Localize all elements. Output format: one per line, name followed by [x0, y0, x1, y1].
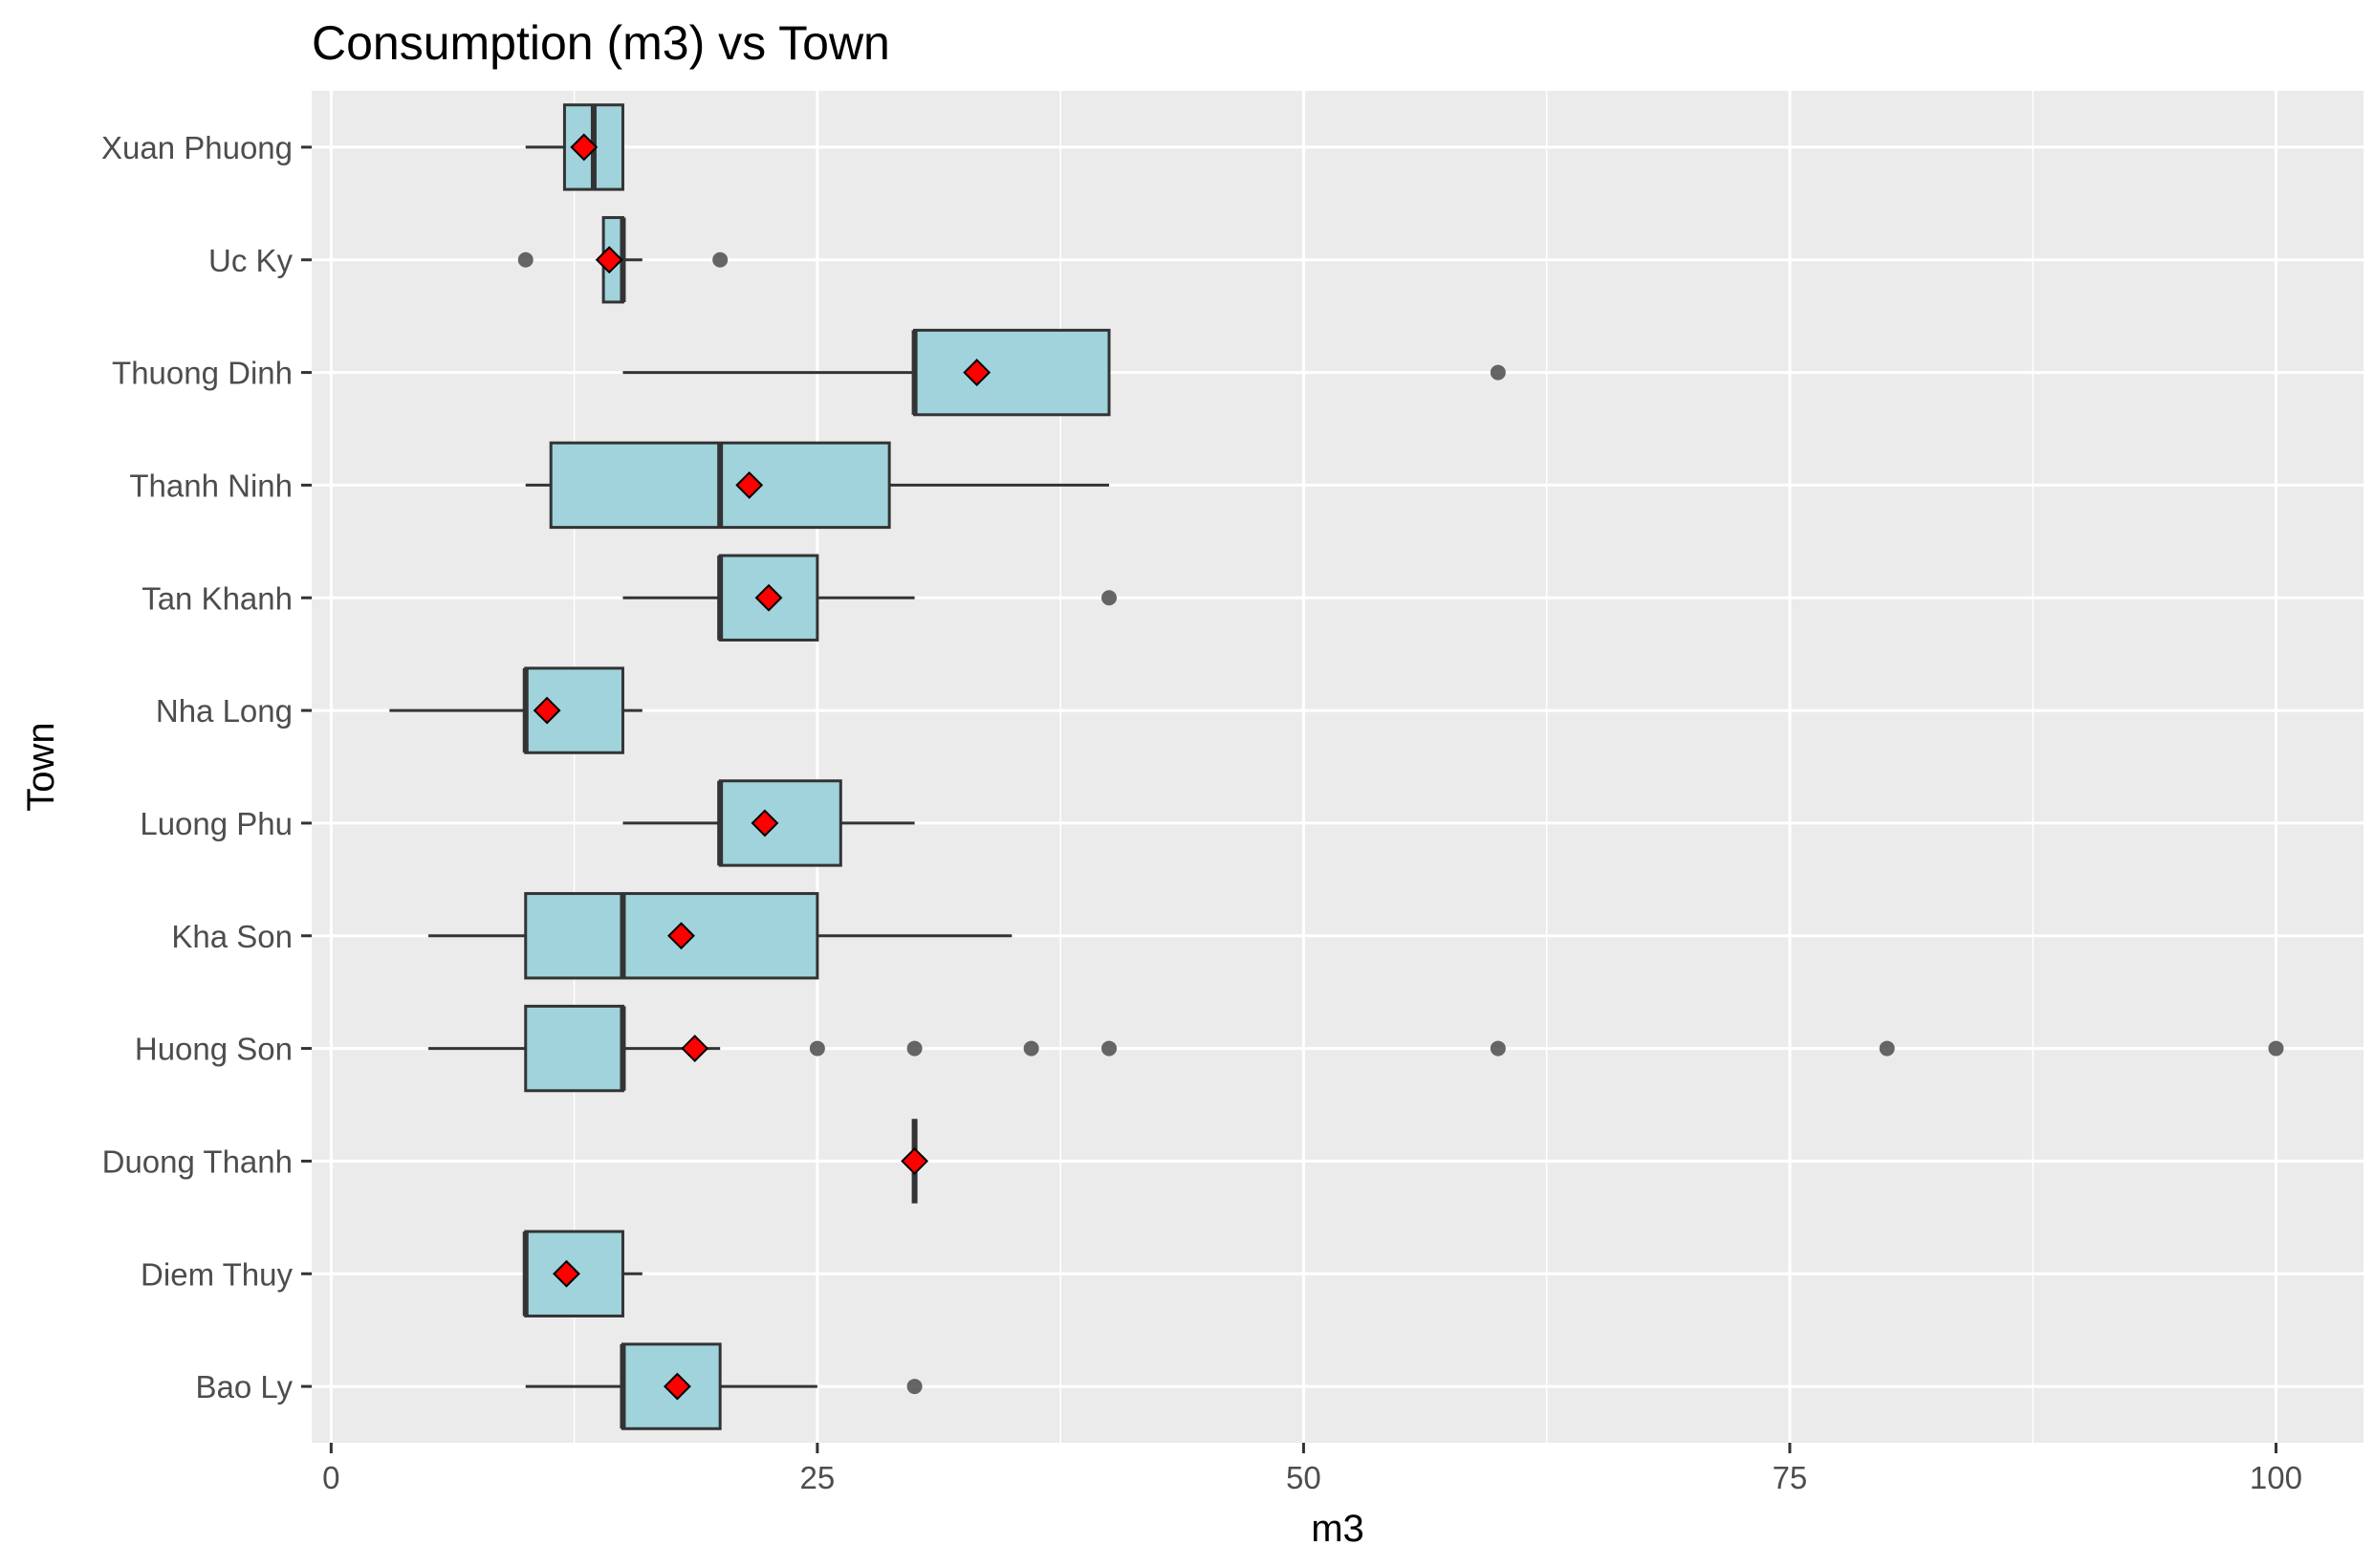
box-group — [389, 666, 643, 754]
box — [718, 554, 819, 642]
x-tick-label: 75 — [1773, 1460, 1808, 1495]
y-tick-label: Xuan Phuong — [101, 130, 293, 165]
x-tick-label: 0 — [322, 1460, 339, 1495]
box — [524, 1004, 624, 1093]
chart-title: Consumption (m3) vs Town — [312, 16, 890, 70]
y-tick-label: Bao Ly — [195, 1369, 293, 1405]
x-tick-label: 50 — [1286, 1460, 1321, 1495]
x-axis: 0 25 50 75 100 — [322, 1443, 2302, 1495]
outlier-point — [1490, 1040, 1506, 1056]
x-tick-label: 100 — [2250, 1460, 2302, 1495]
mean-marker — [533, 696, 561, 725]
y-tick-label: Nha Long — [156, 693, 293, 729]
box-marks — [389, 103, 2284, 1430]
outlier-point — [1023, 1040, 1039, 1056]
y-tick-label: Uc Ky — [208, 243, 294, 278]
box — [718, 779, 842, 867]
mean-marker — [754, 583, 783, 612]
y-tick-label: Diem Thuy — [141, 1256, 293, 1292]
y-axis-title: Town — [20, 722, 62, 811]
y-tick-label: Luong Phu — [140, 806, 293, 841]
outlier-point — [809, 1040, 825, 1056]
y-axis: Xuan Phuong Uc Ky Thuong Dinh Thanh Ninh Tan… — [101, 130, 312, 1405]
plot-panel — [312, 91, 2364, 1443]
box-group — [517, 216, 729, 304]
box-group — [901, 1119, 928, 1204]
y-tick-label: Tan Khanh — [142, 580, 293, 616]
mean-marker — [570, 133, 599, 162]
box-group — [525, 1342, 923, 1430]
y-tick-label: Thuong Dinh — [112, 356, 293, 391]
y-tick-label: Huong Son — [135, 1032, 293, 1067]
box-group — [522, 1230, 643, 1318]
x-axis-title: m3 — [1311, 1508, 1364, 1550]
outlier-point — [1879, 1040, 1895, 1056]
mean-marker — [681, 1034, 709, 1062]
outlier-point — [906, 1379, 923, 1395]
mean-marker — [595, 246, 623, 274]
outlier-point — [1100, 590, 1117, 606]
box — [913, 328, 1111, 417]
outlier-point — [906, 1040, 923, 1056]
box-group — [622, 779, 915, 867]
box-group — [428, 892, 1013, 980]
y-tick-label: Kha Son — [171, 919, 293, 954]
box-group — [622, 328, 1506, 417]
y-tick-label: Duong Thanh — [102, 1143, 293, 1179]
mean-marker — [735, 471, 764, 499]
mean-marker — [667, 922, 695, 950]
x-tick-label: 25 — [800, 1460, 836, 1495]
y-tick-label: Thanh Ninh — [129, 468, 293, 503]
mean-marker — [751, 809, 779, 838]
outlier-point — [1490, 364, 1506, 381]
outlier-point — [2268, 1040, 2284, 1056]
outlier-point — [1100, 1040, 1117, 1056]
mean-marker — [901, 1147, 928, 1175]
mean-marker — [553, 1259, 580, 1288]
box-group — [525, 103, 624, 191]
box-group — [622, 554, 1117, 642]
mean-marker — [963, 359, 991, 386]
box-group — [525, 441, 1109, 530]
box-group — [428, 1004, 2284, 1093]
outlier-point — [517, 251, 534, 268]
outlier-point — [712, 251, 729, 268]
mean-marker — [664, 1372, 691, 1401]
